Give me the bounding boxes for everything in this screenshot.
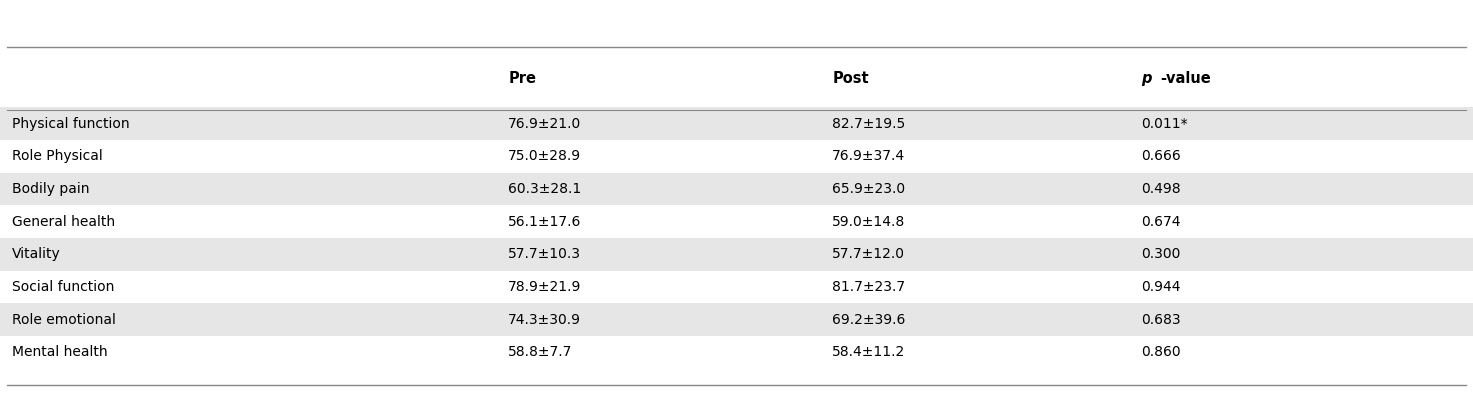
Text: Bodily pain: Bodily pain bbox=[12, 182, 90, 196]
Text: 0.011*: 0.011* bbox=[1142, 117, 1189, 131]
Text: Role emotional: Role emotional bbox=[12, 312, 116, 327]
Text: 0.674: 0.674 bbox=[1142, 215, 1181, 229]
Text: Physical function: Physical function bbox=[12, 117, 130, 131]
Text: 0.300: 0.300 bbox=[1142, 247, 1181, 261]
Text: 65.9±23.0: 65.9±23.0 bbox=[832, 182, 906, 196]
Text: 58.8±7.7: 58.8±7.7 bbox=[508, 345, 573, 359]
Text: 81.7±23.7: 81.7±23.7 bbox=[832, 280, 906, 294]
Text: 58.4±11.2: 58.4±11.2 bbox=[832, 345, 906, 359]
Text: Social function: Social function bbox=[12, 280, 115, 294]
Text: 74.3±30.9: 74.3±30.9 bbox=[508, 312, 582, 327]
Text: 0.683: 0.683 bbox=[1142, 312, 1181, 327]
Text: 56.1±17.6: 56.1±17.6 bbox=[508, 215, 582, 229]
Text: 69.2±39.6: 69.2±39.6 bbox=[832, 312, 906, 327]
Text: Post: Post bbox=[832, 71, 869, 86]
Text: 60.3±28.1: 60.3±28.1 bbox=[508, 182, 582, 196]
Text: 0.944: 0.944 bbox=[1142, 280, 1181, 294]
FancyBboxPatch shape bbox=[0, 303, 1473, 336]
Text: 57.7±12.0: 57.7±12.0 bbox=[832, 247, 906, 261]
Text: 0.860: 0.860 bbox=[1142, 345, 1181, 359]
Text: Role Physical: Role Physical bbox=[12, 149, 103, 163]
Text: 57.7±10.3: 57.7±10.3 bbox=[508, 247, 582, 261]
Text: Vitality: Vitality bbox=[12, 247, 60, 261]
Text: 82.7±19.5: 82.7±19.5 bbox=[832, 117, 906, 131]
Text: 78.9±21.9: 78.9±21.9 bbox=[508, 280, 582, 294]
Text: 76.9±21.0: 76.9±21.0 bbox=[508, 117, 582, 131]
Text: p: p bbox=[1142, 71, 1152, 86]
FancyBboxPatch shape bbox=[0, 238, 1473, 270]
Text: 0.666: 0.666 bbox=[1142, 149, 1181, 163]
FancyBboxPatch shape bbox=[0, 107, 1473, 140]
Text: 75.0±28.9: 75.0±28.9 bbox=[508, 149, 582, 163]
Text: Pre: Pre bbox=[508, 71, 536, 86]
Text: 76.9±37.4: 76.9±37.4 bbox=[832, 149, 906, 163]
Text: -value: -value bbox=[1161, 71, 1211, 86]
Text: Mental health: Mental health bbox=[12, 345, 108, 359]
Text: 0.498: 0.498 bbox=[1142, 182, 1181, 196]
Text: 59.0±14.8: 59.0±14.8 bbox=[832, 215, 906, 229]
FancyBboxPatch shape bbox=[0, 173, 1473, 205]
Text: General health: General health bbox=[12, 215, 115, 229]
